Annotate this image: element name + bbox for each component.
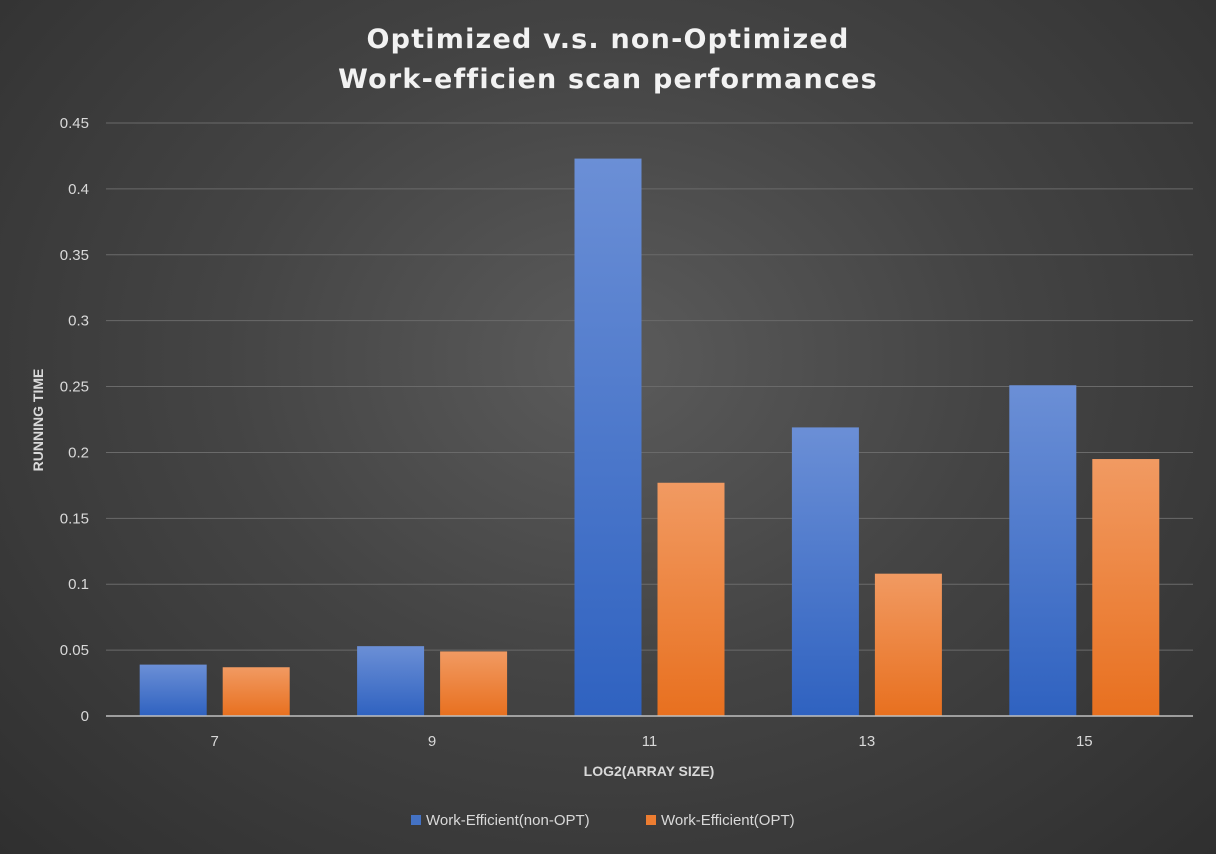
y-axis-title: RUNNING TIME <box>30 369 46 472</box>
legend-label: Work-Efficient(non-OPT) <box>426 812 590 829</box>
y-tick-label: 0.45 <box>60 115 89 132</box>
legend-label: Work-Efficient(OPT) <box>661 812 795 829</box>
x-tick-label: 15 <box>1076 733 1093 750</box>
y-tick-label: 0.4 <box>68 181 89 198</box>
y-tick-label: 0.2 <box>68 444 89 461</box>
y-axis-ticks: 0 0.05 0.1 0.15 0.2 0.25 0.3 0.35 0.4 0.45 <box>60 115 89 725</box>
bar-non-opt-11 <box>574 158 642 716</box>
x-tick-label: 11 <box>642 733 658 750</box>
legend-swatch <box>646 815 656 825</box>
bar-opt-13 <box>874 573 942 716</box>
legend: Work-Efficient(non-OPT) Work-Efficient(OP… <box>411 812 795 829</box>
bars <box>139 158 1160 716</box>
y-tick-label: 0 <box>81 708 89 725</box>
chart-title-line-2: Work-efficien scan performances <box>338 64 878 95</box>
bar-non-opt-13 <box>791 427 859 716</box>
x-tick-label: 9 <box>428 733 436 750</box>
bar-opt-7 <box>222 667 290 716</box>
bar-non-opt-9 <box>357 646 425 716</box>
y-tick-label: 0.15 <box>60 510 89 527</box>
y-tick-label: 0.35 <box>60 247 89 264</box>
gridlines <box>106 122 1193 651</box>
y-tick-label: 0.3 <box>68 313 89 330</box>
x-axis-ticks: 7 9 11 13 15 <box>211 733 1093 750</box>
bar-opt-11 <box>657 482 725 716</box>
y-tick-label: 0.1 <box>68 576 89 593</box>
x-axis-title: LOG2(ARRAY SIZE) <box>584 763 715 779</box>
x-tick-label: 7 <box>211 733 219 750</box>
chart-title-line-1: Optimized v.s. non-Optimized <box>367 24 850 55</box>
bar-non-opt-7 <box>139 664 207 716</box>
x-tick-label: 13 <box>859 733 876 750</box>
y-tick-label: 0.25 <box>60 379 89 396</box>
y-tick-label: 0.05 <box>60 642 89 659</box>
bar-opt-9 <box>440 651 508 716</box>
bar-opt-15 <box>1092 459 1160 716</box>
bar-non-opt-15 <box>1009 385 1077 716</box>
legend-swatch <box>411 815 421 825</box>
